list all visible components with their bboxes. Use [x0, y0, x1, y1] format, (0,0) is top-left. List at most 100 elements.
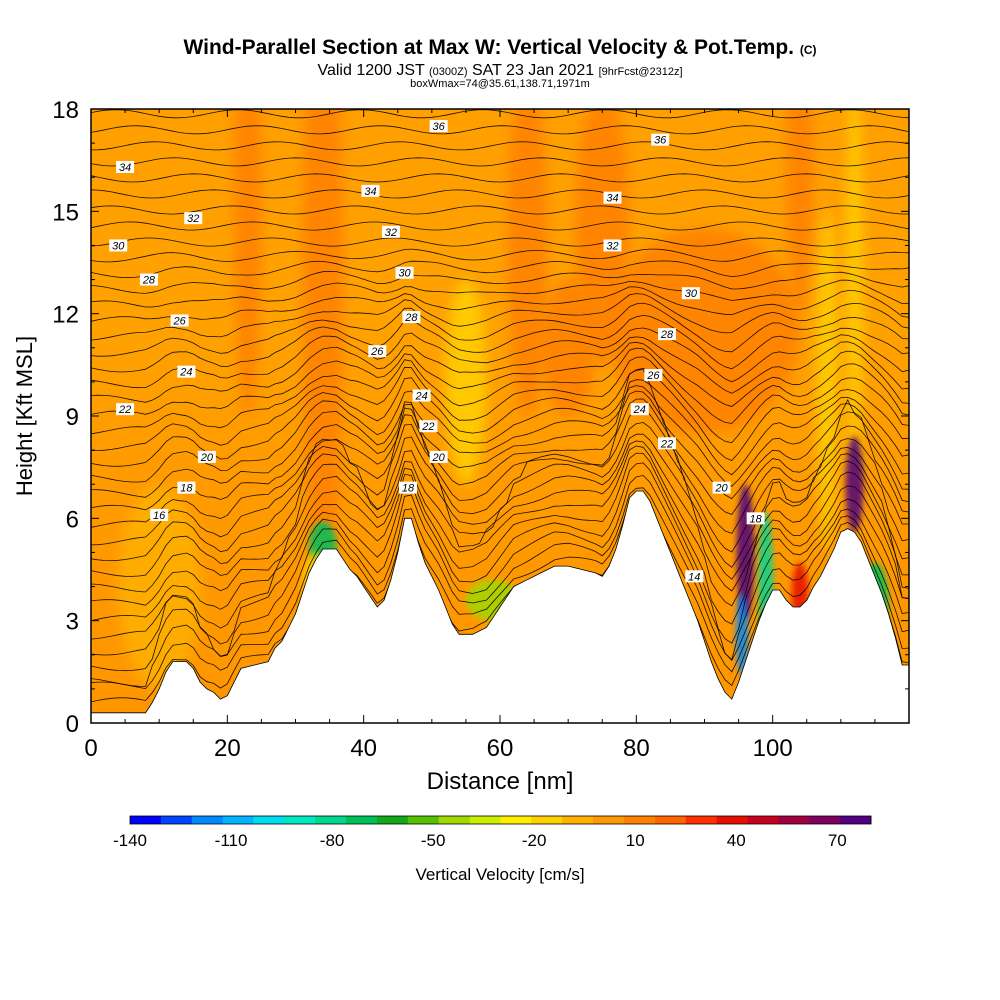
theta-label-box: [368, 345, 387, 358]
colorbar-tick-label: 10: [626, 831, 645, 850]
theta-contour: [91, 302, 909, 357]
colorbar-swatch: [531, 816, 563, 824]
theta-contour: [91, 141, 909, 151]
theta-label: 32: [381, 225, 400, 239]
theta-label-box: [139, 273, 158, 286]
terrain: [91, 490, 909, 723]
theta-label: 22: [116, 403, 135, 416]
theta-label: 26: [170, 314, 189, 327]
colorbar-swatch: [593, 816, 625, 824]
theta-label: 34: [603, 191, 622, 205]
velocity-cell: [846, 109, 863, 485]
theta-label-box: [361, 184, 380, 197]
theta-contour: [91, 475, 909, 672]
x-tick-label: 80: [623, 735, 650, 762]
y-tick-label: 6: [66, 506, 79, 533]
theta-label-text: 24: [179, 367, 192, 379]
theta-label: 14: [685, 570, 704, 583]
theta-contour: [91, 379, 909, 498]
colorbar-tick-label: -50: [421, 831, 446, 850]
theta-label-box: [685, 570, 704, 583]
theta-label-box: [402, 311, 421, 324]
theta-label-text: 34: [364, 186, 376, 198]
colorbar-swatch: [809, 816, 841, 824]
theta-label-box: [658, 437, 677, 450]
x-tick-label: 20: [214, 735, 241, 762]
theta-label-text: 34: [606, 193, 618, 205]
theta-label: 22: [658, 437, 677, 450]
theta-label-box: [170, 314, 189, 327]
x-tick-label: 40: [350, 735, 377, 762]
theta-label-box: [381, 225, 400, 238]
theta-label-box: [712, 481, 731, 494]
theta-label-box: [184, 212, 203, 225]
colorbar-tick-label: 40: [727, 831, 746, 850]
theta-label: 20: [429, 450, 448, 464]
colorbar-swatch: [315, 816, 347, 824]
colorbar-swatch: [654, 816, 687, 824]
theta-label-text: 36: [433, 121, 446, 133]
colorbar-swatch: [160, 816, 193, 824]
colorbar-swatch: [191, 816, 224, 824]
theta-label: 18: [398, 481, 417, 495]
colorbar-swatch: [624, 816, 656, 824]
theta-contour: [91, 260, 909, 279]
theta-label: 34: [361, 184, 380, 198]
theta-contour: [91, 293, 909, 341]
colorbar-swatch: [562, 816, 594, 824]
theta-label: 30: [109, 239, 128, 252]
velocity-cell: [506, 109, 548, 416]
velocity-cell: [845, 436, 864, 532]
theta-contour: [91, 398, 909, 546]
theta-label-box: [177, 365, 196, 378]
theta-contour: [91, 341, 909, 415]
theta-label-box: [177, 481, 196, 494]
theta-contour: [91, 445, 909, 621]
theta-label: 32: [603, 239, 622, 252]
theta-label-text: 22: [660, 438, 673, 450]
theta-label-box: [630, 403, 649, 416]
colorbar-tick-label: -110: [215, 831, 248, 850]
theta-label-text: 32: [187, 213, 199, 225]
theta-contour: [91, 173, 909, 183]
colorbar-swatch: [500, 816, 532, 824]
theta-contour: [91, 368, 909, 483]
theta-label-text: 28: [142, 275, 156, 287]
theta-contour: [91, 356, 909, 452]
theta-contour: [91, 390, 909, 528]
theta-contour: [91, 336, 909, 403]
theta-label: 28: [658, 328, 677, 341]
theta-label-text: 14: [688, 571, 700, 583]
theta-label: 30: [681, 287, 700, 300]
y-tick-label: 9: [66, 404, 79, 431]
theta-label: 18: [746, 512, 765, 525]
chart-title: Wind-Parallel Section at Max W: Vertical…: [183, 36, 817, 59]
theta-label-text: 20: [200, 452, 214, 464]
theta-contour: [91, 367, 909, 467]
x-axis-label: Distance [nm]: [427, 768, 574, 795]
colorbar-tick-label: -80: [320, 831, 345, 850]
theta-label-text: 18: [180, 483, 193, 495]
theta-contour: [91, 422, 909, 577]
theta-contour: [91, 94, 909, 102]
theta-label-box: [197, 450, 216, 463]
theta-contour: [91, 452, 909, 640]
theta-label-text: 28: [660, 329, 674, 341]
colorbar-swatch: [377, 816, 409, 824]
theta-contour: [91, 286, 909, 322]
theta-label-box: [651, 133, 670, 146]
velocity-cell: [234, 109, 262, 416]
colorbar-tick-label: -140: [113, 831, 147, 850]
theta-contour: [91, 248, 909, 263]
theta-label-text: 32: [385, 227, 397, 239]
theta-label: 32: [184, 212, 203, 225]
theta-label-text: 22: [421, 421, 434, 433]
colorbar-swatch: [253, 816, 285, 824]
theta-label: 24: [412, 389, 431, 403]
theta-label-text: 26: [172, 315, 186, 327]
theta-label-box: [603, 191, 622, 204]
y-tick-label: 15: [52, 199, 79, 226]
theta-contour: [91, 327, 909, 389]
theta-label: 28: [139, 273, 158, 287]
theta-label-text: 36: [654, 135, 667, 147]
